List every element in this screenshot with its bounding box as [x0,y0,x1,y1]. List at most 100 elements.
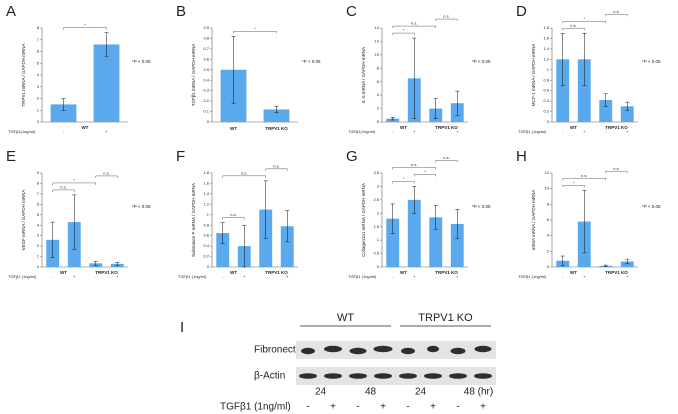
bar [599,100,613,122]
y-tick-label: 1.6 [203,181,209,186]
y-tick-label: 0.7 [203,46,209,51]
group-label: WT [82,125,89,130]
x-tick-label: + [105,129,108,134]
x-tick-label: - [222,274,224,279]
row-label: β-Actin [254,371,285,382]
blot-band [474,373,492,379]
treatment-label: TGFβ1 (1ng/ml) [8,274,37,279]
significance-label: n.s. [443,14,449,19]
y-tick-label: 5 [37,212,40,217]
significance-label: n.s. [581,173,587,178]
y-axis-label: Collagen1a1 mRNA / GAPDH mRNA [361,183,366,257]
time-label: 24 [415,387,427,398]
y-tick-label: 6 [37,49,40,54]
x-tick-label: + [456,129,459,134]
y-tick-label: 1 [37,254,40,259]
sign-label: + [480,402,486,413]
significance-bracket [605,171,628,174]
significance-label: n.s. [613,166,619,171]
y-tick-label: 0 [547,264,550,269]
y-axis-label: MCP-1 mRNA / GAPDH mRNA [531,44,536,107]
y-tick-label: 3 [377,183,380,188]
significance-bracket [392,32,415,36]
bar [429,217,443,267]
y-tick-label: 0.4 [543,98,549,103]
significance-label: n.s. [443,155,449,160]
treatment-label: TGFβ1 (1ng/ml) [178,274,207,279]
significance-label: n.s. [411,21,417,26]
y-tick-label: 4 [37,72,40,77]
y-tick-label: 0.8 [203,222,209,227]
y-tick-label: 0.6 [203,233,209,238]
x-tick-label: - [605,274,607,279]
significance-bracket [265,168,288,171]
sign-label: + [330,402,336,413]
panel-letter: F [176,148,185,165]
significance-bracket [222,217,245,220]
y-tick-label: 6 [547,217,550,222]
panel-letter: D [516,3,527,20]
treatment-label: TGFβ1(1ng/ml) [8,129,36,134]
y-tick-label: 1 [207,212,210,217]
y-tick-label: 0.8 [543,77,549,82]
blot-band [373,345,393,353]
y-tick-label: 12 [545,170,550,175]
x-tick-label: + [626,274,629,279]
x-tick-label: - [95,274,97,279]
time-label: 48 (hr) [464,387,493,398]
y-tick-label: 1 [377,237,380,242]
y-tick-label: 14 [375,25,380,30]
y-axis-label: αSMA mRNA / GAPDH mRNA [531,190,536,251]
significance-note: *P < 0.05 [302,59,321,64]
x-tick-label: - [265,274,267,279]
significance-label: n.s. [241,170,247,175]
x-tick-label: - [52,274,54,279]
bar [577,59,591,122]
x-tick-label: + [583,274,586,279]
row-label: Fibronectin [254,345,303,356]
x-tick-label: + [626,129,629,134]
significance-bracket [392,167,436,170]
y-tick-label: 1.5 [373,224,379,229]
significance-bracket [562,28,585,31]
y-tick-label: 7 [37,37,40,42]
treatment-label: TGFβ1(1ng/ml) [348,129,376,134]
group-label: WT [570,270,577,275]
significance-label: n.s. [60,184,66,189]
y-tick-label: 10 [375,52,380,57]
bar [450,224,464,267]
blot-band [401,347,415,355]
y-tick-label: 6 [377,79,380,84]
significance-note: *P < 0.05 [132,59,151,64]
treatment-label: TGFβ1 (1ng/ml) [348,274,377,279]
x-tick-label: + [413,274,416,279]
significance-bracket [392,25,436,29]
y-tick-label: 0 [207,264,210,269]
blot-band [349,347,367,355]
x-tick-label: TRPV1 KO [265,126,288,131]
blot-band [301,347,315,355]
blot-band [424,373,442,379]
panel-letter: E [6,148,16,165]
significance-note: *P < 0.05 [132,204,151,209]
x-tick-label: - [392,129,394,134]
significance-bracket [52,189,75,192]
bar [407,199,421,267]
x-tick-label: - [605,129,607,134]
significance-note: *P < 0.05 [642,59,661,64]
blot-band [374,373,392,379]
sign-label: - [406,402,409,413]
bar [93,44,120,123]
y-tick-label: 4 [377,92,380,97]
group-label: TRPV1 KO [95,270,118,275]
y-tick-label: 1.8 [203,170,209,175]
significance-label: n.s. [613,9,619,14]
x-tick-label: - [63,129,65,134]
y-tick-label: 2 [37,243,40,248]
panel-letter: B [176,3,186,20]
y-tick-label: 8 [377,65,380,70]
treatment-label: TGFβ1 (1ng/ml) [220,402,291,413]
sign-label: - [306,402,309,413]
significance-bracket [222,175,266,178]
